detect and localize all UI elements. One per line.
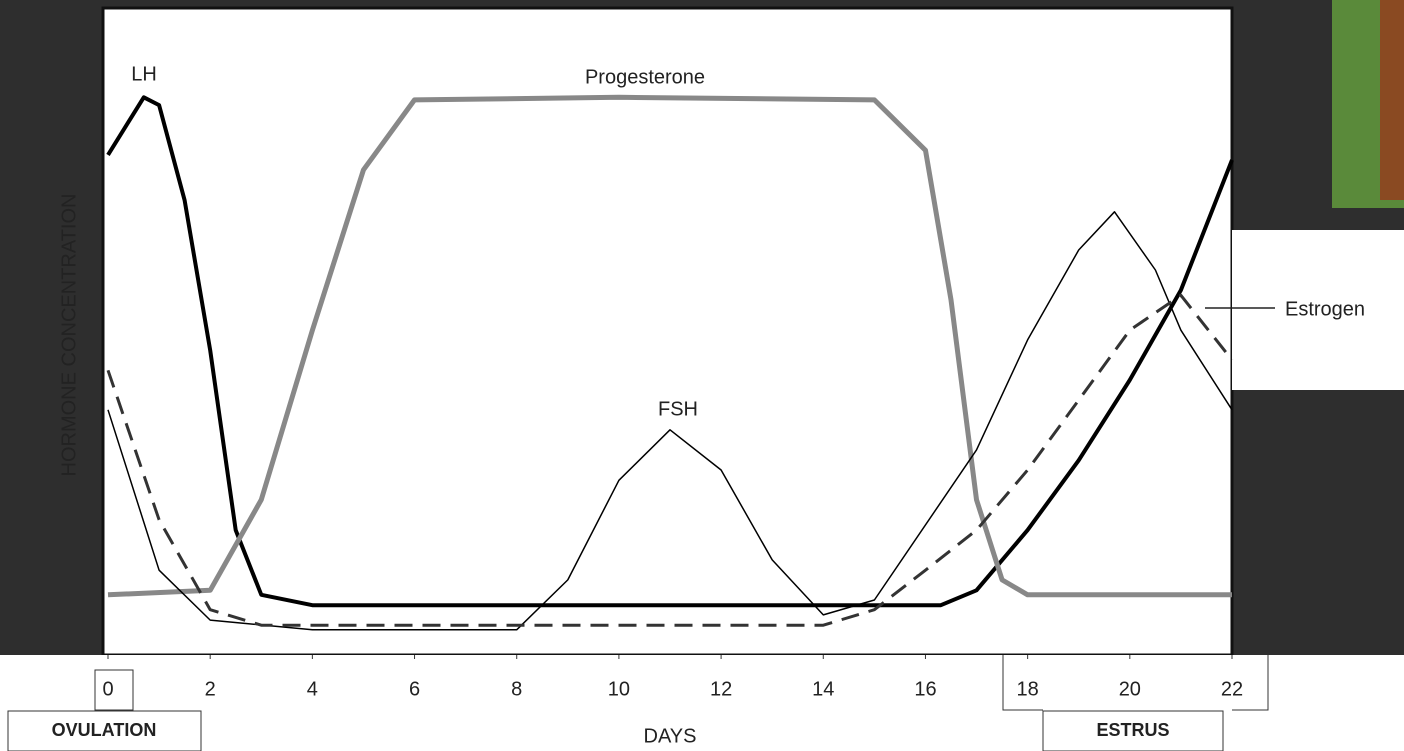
x-tick-label: 20 <box>1119 678 1141 700</box>
label-strip <box>1232 230 1404 390</box>
x-tick-label: 2 <box>205 678 216 700</box>
x-tick-label: 14 <box>812 678 834 700</box>
x-tick-label: 22 <box>1221 678 1243 700</box>
series-label: LH <box>131 63 157 85</box>
estrus-box <box>1042 710 1224 751</box>
series-line <box>107 211 1233 631</box>
x-tick-label: 10 <box>608 678 630 700</box>
series-line <box>106 293 1234 627</box>
ovulation-label: OVULATION <box>52 720 157 740</box>
y-axis-title: HORMONE CONCENTRATION <box>58 194 80 477</box>
series-label: Estrogen <box>1285 298 1365 320</box>
x-tick-label: 6 <box>409 678 420 700</box>
series-line <box>106 95 1234 608</box>
x-tick-label: 8 <box>511 678 522 700</box>
estrus-bracket <box>1002 655 1269 711</box>
plot-area <box>101 6 1234 657</box>
estrus-label: ESTRUS <box>1096 720 1169 740</box>
series-line <box>107 94 1232 598</box>
x-tick-label: 12 <box>710 678 732 700</box>
series-label: Progesterone <box>585 66 705 88</box>
ovulation-tick-box <box>94 669 134 711</box>
x-tick-label: 16 <box>914 678 936 700</box>
x-tick-label: 0 <box>102 678 113 700</box>
ovulation-box <box>7 710 202 751</box>
photo-horse <box>1380 0 1404 200</box>
x-tick-label: 18 <box>1017 678 1039 700</box>
x-axis-title: DAYS <box>644 725 697 747</box>
series-label: FSH <box>658 398 698 420</box>
x-tick-label: 4 <box>307 678 318 700</box>
